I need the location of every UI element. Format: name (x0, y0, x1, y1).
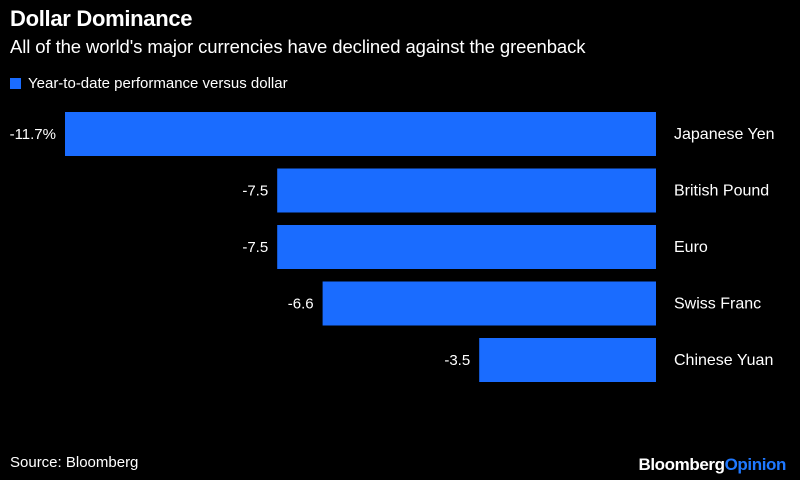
chart-title: Dollar Dominance (10, 6, 193, 31)
brand-suffix: Opinion (724, 455, 787, 474)
category-label: Swiss Franc (674, 296, 761, 313)
category-label: Chinese Yuan (674, 352, 773, 369)
value-label: -7.5 (242, 239, 268, 256)
bar-japanese-yen (65, 112, 656, 156)
value-label: -7.5 (242, 183, 268, 200)
category-label: Japanese Yen (674, 126, 775, 143)
category-label: Euro (674, 239, 708, 256)
legend-label: Year-to-date performance versus dollar (28, 75, 288, 92)
chart-subtitle: All of the world's major currencies have… (10, 36, 586, 57)
source-note: Source: Bloomberg (10, 454, 139, 471)
bar-swiss-franc (322, 281, 656, 326)
legend-swatch (10, 78, 21, 89)
value-label: -3.5 (444, 352, 470, 369)
value-label: -6.6 (288, 296, 314, 313)
brand-main: Bloomberg (638, 455, 725, 474)
value-label: -11.7% (10, 126, 56, 143)
legend: Year-to-date performance versus dollar (10, 75, 288, 92)
bar-british-pound (277, 168, 656, 213)
bar-chinese-yuan (479, 338, 656, 382)
bar-euro (277, 225, 656, 269)
category-label: British Pound (674, 183, 769, 200)
brand-logo: BloombergOpinion (638, 455, 786, 475)
